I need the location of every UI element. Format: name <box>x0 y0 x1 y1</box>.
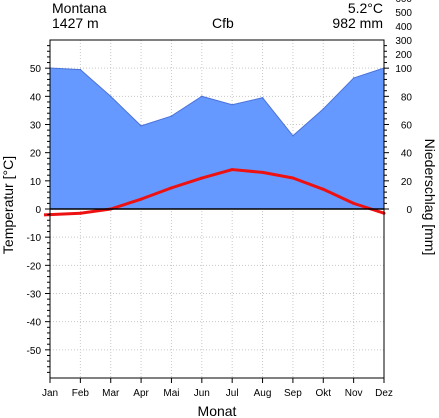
annual-precipitation: 982 mm <box>332 15 383 31</box>
left-tick-label: 20 <box>30 149 42 160</box>
month-label: Feb <box>72 388 90 399</box>
month-label: Dez <box>375 388 393 399</box>
left-tick-label: 40 <box>30 92 42 103</box>
month-label: Jun <box>194 388 210 399</box>
right-tick-label: 40 <box>401 149 413 160</box>
precipitation-point <box>322 108 325 110</box>
temperature-layer <box>43 168 386 217</box>
left-tick-label: -50 <box>27 346 42 357</box>
temperature-point <box>200 176 204 180</box>
mean-temperature: 5.2°C <box>347 0 383 16</box>
right-tick-label: 600 <box>395 0 412 5</box>
precipitation-point <box>231 103 233 106</box>
month-label: Mar <box>102 388 120 399</box>
left-tick-label: -20 <box>27 261 42 272</box>
precipitation-point <box>170 115 173 117</box>
temperature-point <box>291 176 295 180</box>
precipitation-point <box>109 95 112 98</box>
month-label: Okt <box>315 388 331 399</box>
precipitation-area <box>49 67 385 210</box>
right-tick-label: 80 <box>401 92 413 103</box>
precipitation-point <box>352 77 355 79</box>
precipitation-point <box>292 134 294 137</box>
x-axis-title: Monat <box>198 403 237 418</box>
precipitation-point <box>201 95 203 98</box>
station-elevation: 1427 m <box>52 15 99 31</box>
right-tick-label: 0 <box>406 205 412 216</box>
right-tick-label: 20 <box>401 177 413 188</box>
temperature-point <box>78 211 82 215</box>
temperature-point <box>321 187 325 191</box>
left-tick-label: 30 <box>30 121 42 132</box>
left-tick-label: 50 <box>30 64 42 75</box>
left-tick-label: -30 <box>27 290 42 301</box>
temperature-point <box>230 168 234 172</box>
left-tick-label: -10 <box>27 233 42 244</box>
precipitation-layer <box>49 67 385 210</box>
left-tick-label: -40 <box>27 318 42 329</box>
right-tick-label: 100 <box>395 64 412 75</box>
right-tick-label: 500 <box>395 8 412 19</box>
temperature-point <box>261 170 265 174</box>
month-label: Aug <box>254 388 272 399</box>
left-tick-label: 10 <box>30 177 42 188</box>
precipitation-point <box>140 125 142 127</box>
right-tick-label: 300 <box>395 36 412 47</box>
precipitation-point <box>261 96 264 99</box>
station-name: Montana <box>52 0 107 16</box>
month-label: Mai <box>163 388 179 399</box>
climate-class: Cfb <box>212 15 234 31</box>
month-label: Jul <box>226 388 239 399</box>
month-label: Jan <box>42 388 58 399</box>
month-label: Sep <box>284 388 302 399</box>
temperature-point <box>352 201 356 205</box>
right-tick-label: 60 <box>401 121 413 132</box>
temperature-point <box>139 197 143 201</box>
left-axis-title: Temperatur [°C] <box>0 156 16 254</box>
month-label: Apr <box>133 388 149 399</box>
temperature-point <box>169 186 173 190</box>
left-tick-label: 0 <box>35 205 41 216</box>
precipitation-point <box>79 68 82 71</box>
right-tick-label: 400 <box>395 22 412 33</box>
axes: 50403020100-10-20-30-40-5090080070060050… <box>27 0 413 399</box>
right-tick-label: 200 <box>395 50 412 61</box>
month-label: Nov <box>345 388 363 399</box>
right-axis-title: Niederschlag [mm] <box>422 139 438 256</box>
